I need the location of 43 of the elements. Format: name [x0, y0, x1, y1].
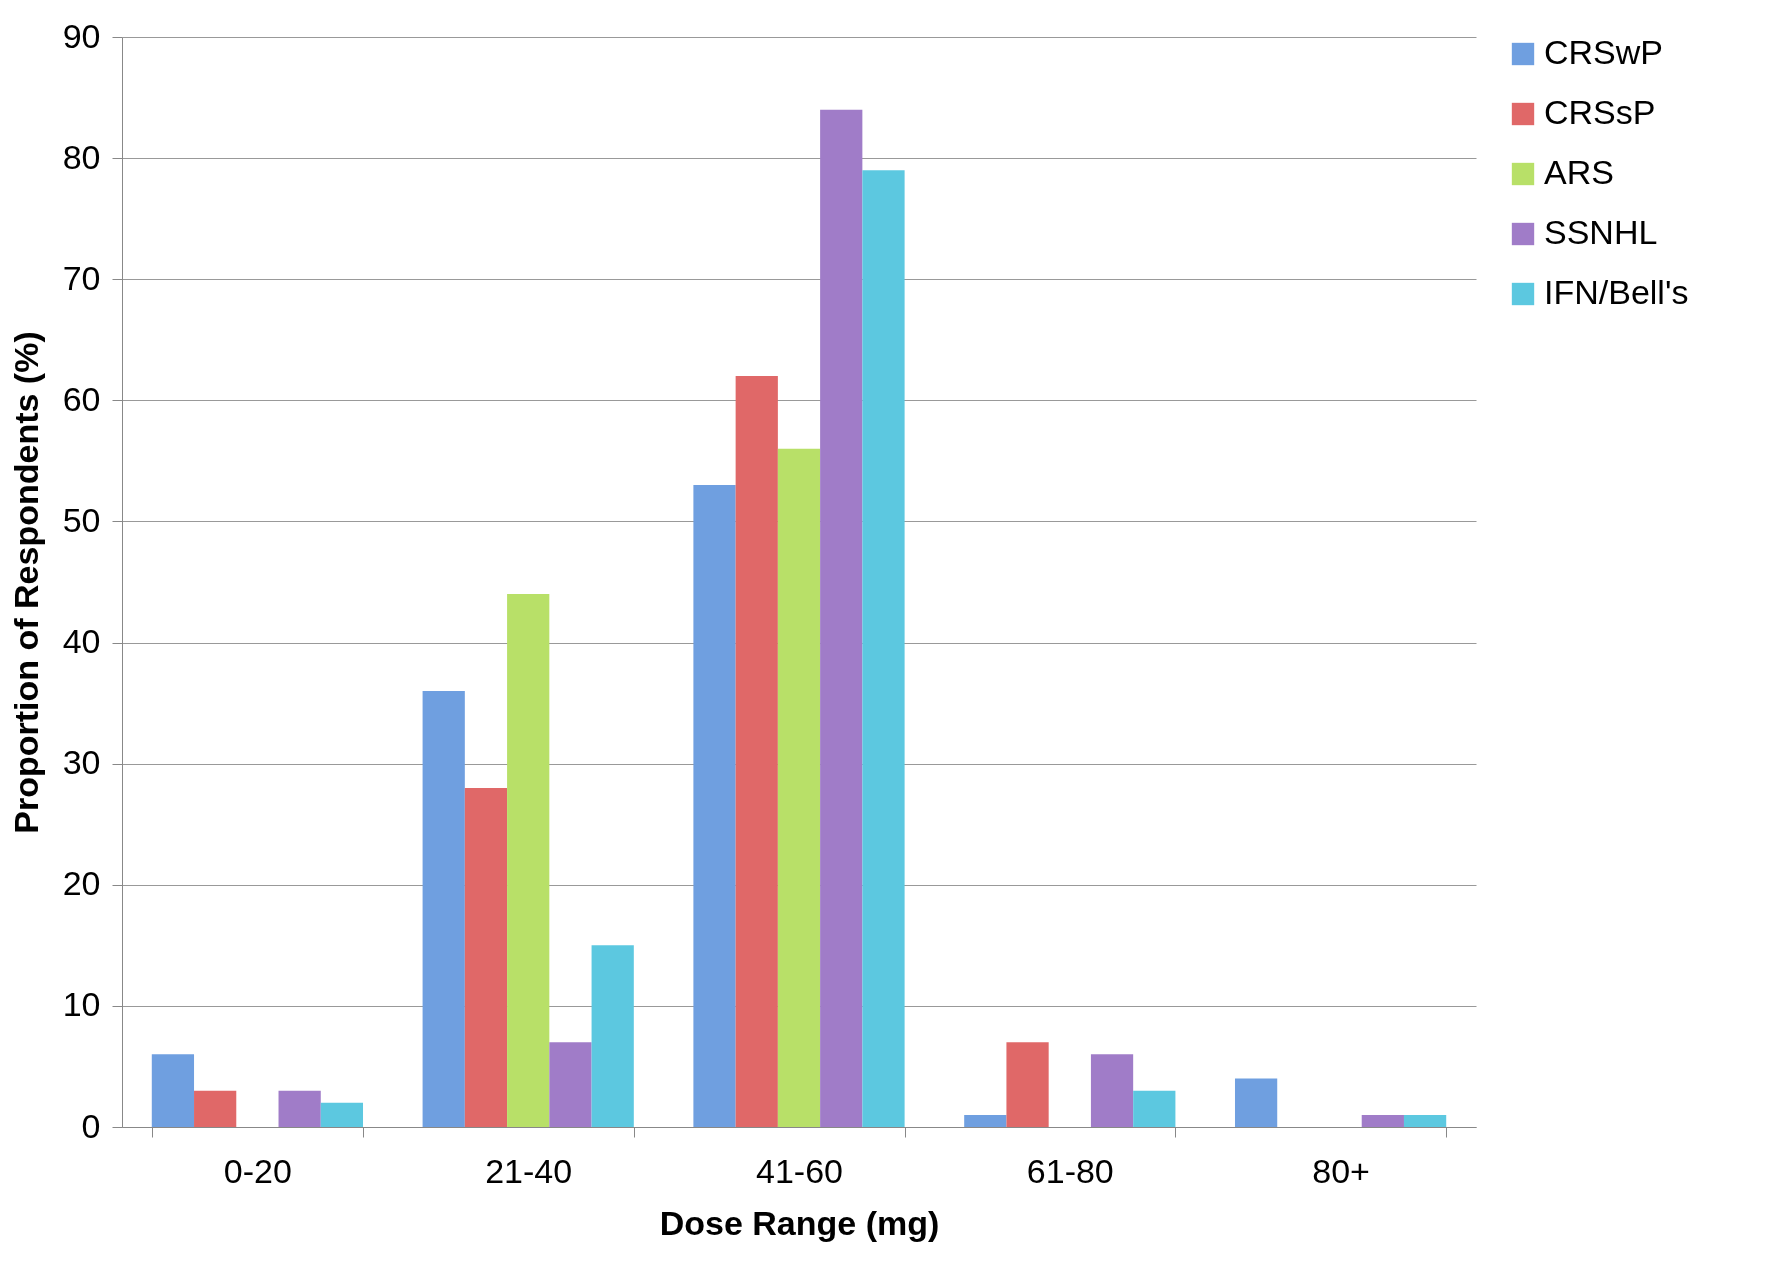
- bar: [591, 945, 634, 1127]
- legend-label: CRSsP: [1544, 93, 1656, 131]
- bar: [777, 448, 821, 1127]
- bar: [194, 1090, 237, 1127]
- legend-label: ARS: [1544, 153, 1614, 191]
- bar: [151, 1054, 195, 1127]
- x-tick-label: 61-80: [1026, 1151, 1114, 1190]
- bar: [1133, 1090, 1176, 1127]
- y-tick-label: 40: [62, 622, 101, 661]
- legend-label: CRSwP: [1544, 33, 1664, 71]
- bar: [507, 594, 550, 1127]
- bar: [735, 376, 778, 1127]
- y-tick-label: 80: [62, 137, 101, 176]
- y-tick-label: 90: [62, 16, 101, 55]
- y-tick-label: 60: [62, 379, 101, 418]
- y-tick-label: 0: [81, 1106, 101, 1145]
- bar: [862, 170, 905, 1127]
- x-tick-label: 41-60: [756, 1151, 843, 1190]
- bar: [1090, 1054, 1134, 1127]
- bar: [964, 1114, 1007, 1127]
- bar: [549, 1042, 592, 1127]
- x-axis-title: Dose Range (mg): [659, 1203, 940, 1242]
- legend-label: IFN/Bell's: [1544, 273, 1689, 311]
- bar: [278, 1090, 321, 1127]
- y-tick-label: 50: [62, 500, 101, 539]
- legend-label: SSNHL: [1544, 213, 1658, 251]
- y-tick-label: 70: [62, 258, 101, 297]
- bar: [1403, 1114, 1447, 1127]
- x-tick-label: 0-20: [223, 1151, 292, 1190]
- x-tick-label: 80+: [1312, 1151, 1370, 1190]
- y-tick-label: 20: [62, 864, 101, 903]
- bar: [693, 485, 736, 1127]
- x-tick-label: 21-40: [485, 1151, 573, 1190]
- y-tick-label: 30: [62, 743, 101, 782]
- bar: [1006, 1042, 1049, 1127]
- bar: [1361, 1114, 1404, 1127]
- y-tick-label: 10: [62, 985, 101, 1024]
- bar: [1234, 1078, 1278, 1127]
- bar: [464, 787, 508, 1127]
- bar: [320, 1102, 364, 1127]
- bar: [820, 109, 863, 1127]
- y-axis-title: Proportion of Respondents (%): [6, 331, 45, 834]
- bar: [422, 691, 465, 1127]
